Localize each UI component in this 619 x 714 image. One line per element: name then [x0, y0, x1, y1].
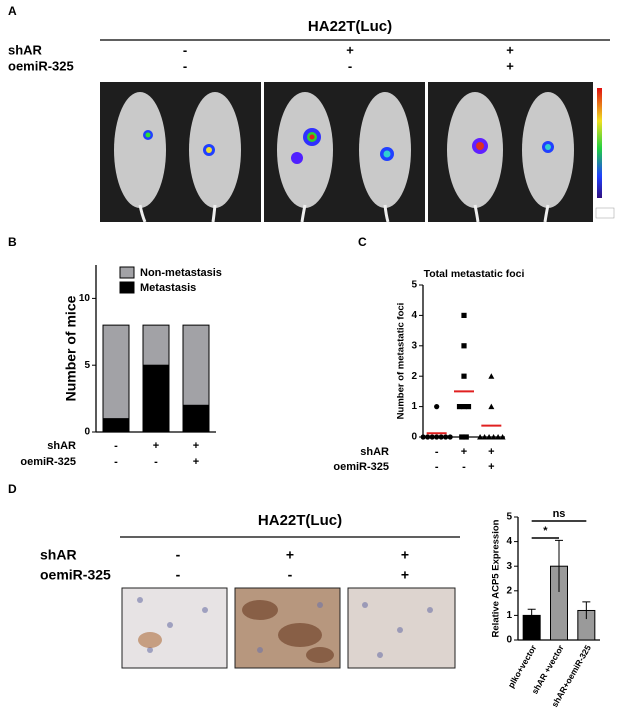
row-sign: +	[286, 547, 294, 563]
row-label: oemiR-325	[40, 567, 111, 583]
bar-segment	[182, 404, 210, 433]
bar-segment	[102, 418, 130, 433]
row-sign: -	[183, 58, 187, 73]
data-point	[459, 434, 465, 440]
row-sign: -	[183, 42, 187, 57]
x-row-name: shAR	[360, 446, 389, 458]
y-tick-label: 4	[411, 310, 417, 321]
row-sign: +	[346, 42, 354, 57]
x-row-name: oemiR-325	[20, 456, 76, 468]
x-row-label: +	[461, 446, 467, 458]
data-point	[477, 434, 484, 440]
row-sign: +	[506, 42, 514, 57]
row-sign: -	[176, 547, 181, 563]
legend-swatch	[119, 266, 135, 279]
data-point	[499, 434, 506, 440]
data-point	[425, 434, 431, 440]
data-point	[486, 434, 493, 440]
bar-segment	[142, 364, 170, 433]
row-label: shAR	[40, 547, 77, 563]
data-point	[420, 434, 426, 440]
chart-title: Total metastatic foci	[424, 268, 525, 280]
data-point	[447, 434, 453, 440]
data-point	[488, 373, 495, 379]
legend-swatch	[119, 281, 135, 294]
y-tick-label: 2	[506, 585, 512, 596]
bar-segment	[182, 324, 210, 406]
data-point	[461, 312, 467, 318]
row-sign: +	[401, 567, 409, 583]
y-axis-label: Relative ACP5 Expression	[491, 519, 502, 637]
x-row-label: -	[435, 461, 439, 473]
y-tick-label: 2	[411, 371, 417, 382]
panel-label: A	[8, 4, 17, 18]
x-row-label: -	[435, 446, 439, 458]
row-sign: +	[401, 547, 409, 563]
x-row-label: -	[114, 456, 118, 468]
x-row-label: +	[153, 440, 159, 452]
data-point	[490, 434, 497, 440]
panel-label: C	[358, 235, 367, 249]
x-row-label: -	[154, 456, 158, 468]
histology-images	[121, 587, 456, 669]
panel-title: HA22T(Luc)	[308, 18, 392, 35]
x-row-label: +	[488, 461, 494, 473]
x-row-label: +	[193, 440, 199, 452]
row-sign: -	[348, 58, 352, 73]
panel-title: HA22T(Luc)	[258, 512, 342, 529]
data-point	[443, 434, 449, 440]
data-point	[463, 434, 469, 440]
y-tick-label: 3	[506, 561, 512, 572]
x-row-label: +	[193, 456, 199, 468]
y-tick-label: 5	[411, 280, 417, 291]
legend-label: Metastasis	[140, 282, 196, 294]
x-row-label: +	[488, 446, 494, 458]
y-tick-label: 0	[506, 635, 512, 646]
data-point	[481, 434, 488, 440]
row-sign: -	[176, 567, 181, 583]
data-point	[465, 404, 472, 410]
data-point	[456, 404, 463, 410]
row-label: shAR	[8, 42, 43, 57]
y-axis-label: Number of metastatic foci	[396, 303, 407, 420]
x-row-label: -	[462, 461, 466, 473]
data-point	[461, 404, 467, 410]
y-tick-label: 10	[79, 293, 91, 304]
y-tick-label: 5	[84, 360, 90, 371]
y-axis-label: Number of mice	[63, 295, 79, 401]
y-tick-label: 1	[411, 401, 417, 412]
data-point	[461, 343, 467, 349]
row-sign: -	[288, 567, 293, 583]
data-point	[429, 434, 435, 440]
panel-label: B	[8, 235, 17, 249]
row-label: oemiR-325	[8, 58, 74, 73]
y-tick-label: 3	[411, 340, 417, 351]
bar-segment	[102, 324, 130, 420]
x-row-name: shAR	[47, 440, 76, 452]
data-point	[438, 434, 444, 440]
y-tick-label: 1	[506, 610, 512, 621]
data-point	[434, 434, 440, 440]
y-tick-label: 5	[506, 512, 512, 523]
data-point	[488, 403, 495, 410]
x-row-name: oemiR-325	[333, 461, 389, 473]
bar-segment	[142, 324, 170, 366]
data-point	[495, 434, 502, 440]
significance-label: ns	[553, 508, 566, 520]
data-point	[461, 373, 467, 379]
y-tick-label: 4	[506, 536, 512, 547]
significance-label: *	[543, 525, 548, 537]
row-sign: +	[506, 58, 514, 73]
data-point	[434, 404, 440, 410]
y-tick-label: 0	[84, 427, 90, 438]
y-tick-label: 0	[411, 432, 417, 443]
legend-label: Non-metastasis	[140, 267, 222, 279]
x-row-label: -	[114, 440, 118, 452]
panel-label: D	[8, 482, 17, 496]
mouse-images	[100, 82, 615, 223]
